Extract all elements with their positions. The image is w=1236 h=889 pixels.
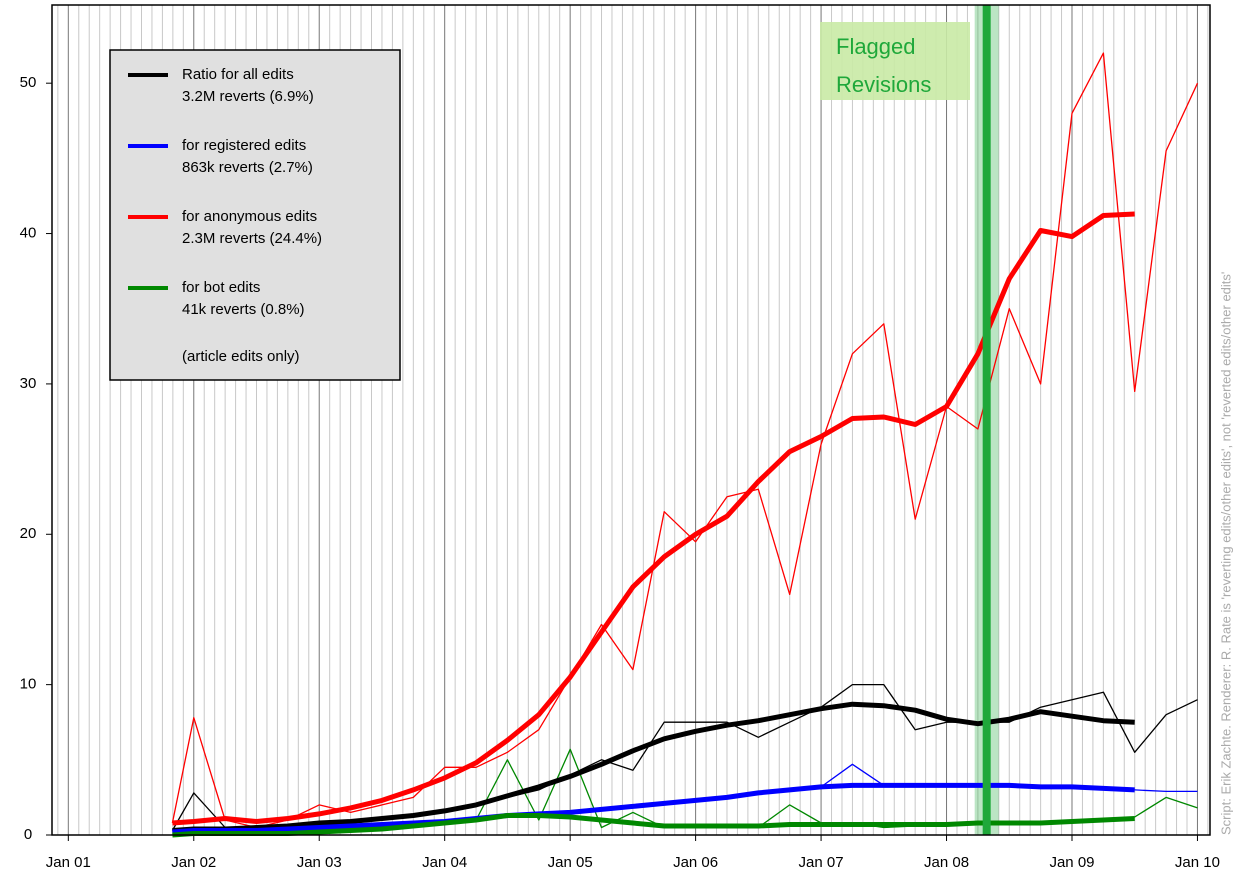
y-tick-label: 50 [20, 74, 37, 91]
legend-label: for bot edits [182, 279, 260, 296]
annotation-text: Revisions [836, 72, 931, 97]
x-tick-label: Jan 06 [673, 854, 718, 871]
smoothed-line [172, 701, 1135, 833]
x-tick-label: Jan 04 [422, 854, 467, 871]
annotation-box [820, 22, 970, 100]
smoothed-line [172, 782, 1135, 835]
legend-label: for anonymous edits [182, 208, 317, 225]
legend-detail: 863k reverts (2.7%) [182, 159, 313, 176]
x-tick-label: Jan 01 [46, 854, 91, 871]
credit: Script: Erik Zachte. Renderer: R. Rate i… [1218, 272, 1233, 835]
legend-detail: 3.2M reverts (6.9%) [182, 88, 314, 105]
y-tick-label: 40 [20, 225, 37, 242]
legend-detail: 2.3M reverts (24.4%) [182, 230, 322, 247]
smoothed-line [172, 211, 1135, 826]
x-tick-label: Jan 07 [799, 854, 844, 871]
legend-note: (article edits only) [182, 348, 300, 365]
x-tick-label: Jan 09 [1049, 854, 1094, 871]
annotation-text: Flagged [836, 34, 916, 59]
legend-label: Ratio for all edits [182, 66, 294, 83]
legend: Ratio for all edits 3.2M reverts (6.9%) fo… [109, 49, 401, 381]
x-tick-label: Jan 03 [297, 854, 342, 871]
x-tick-label: Jan 10 [1175, 854, 1220, 871]
plot-frame [51, 4, 1211, 836]
y-tick-label: 20 [20, 525, 37, 542]
smoothed-line [172, 813, 1135, 838]
x-tick-label: Jan 02 [171, 854, 216, 871]
y-tick-label: 30 [20, 375, 37, 392]
x-tick-label: Jan 05 [548, 854, 593, 871]
legend-label: for registered edits [182, 137, 306, 154]
x-tick-label: Jan 08 [924, 854, 969, 871]
y-tick-label: 0 [24, 826, 32, 843]
y-tick-label: 10 [20, 676, 37, 693]
legend-detail: 41k reverts (0.8%) [182, 301, 305, 318]
